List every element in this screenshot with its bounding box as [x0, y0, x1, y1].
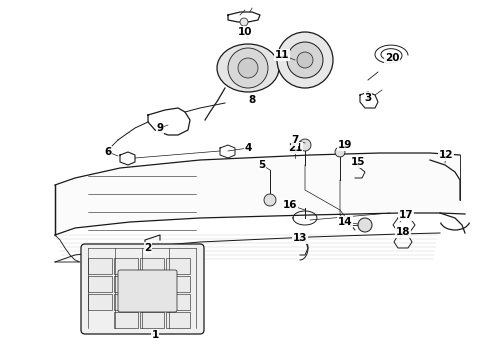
Text: 20: 20	[385, 53, 399, 63]
Bar	[166, 258, 190, 274]
Circle shape	[228, 48, 268, 88]
Text: 11: 11	[275, 50, 289, 60]
Bar	[88, 276, 112, 292]
Bar	[114, 276, 138, 292]
Text: 10: 10	[238, 27, 252, 37]
Circle shape	[290, 143, 300, 153]
Text: 16: 16	[283, 200, 297, 210]
Circle shape	[297, 52, 313, 68]
Text: 14: 14	[338, 217, 352, 227]
Text: 7: 7	[292, 135, 299, 145]
Text: 2: 2	[145, 243, 151, 253]
Bar	[114, 312, 138, 328]
Bar	[140, 312, 164, 328]
Text: 9: 9	[156, 123, 164, 133]
Bar	[140, 294, 164, 310]
FancyBboxPatch shape	[81, 244, 204, 334]
Polygon shape	[55, 153, 465, 235]
Bar	[166, 276, 190, 292]
Circle shape	[277, 32, 333, 88]
Circle shape	[238, 58, 258, 78]
Circle shape	[358, 218, 372, 232]
Bar	[166, 312, 190, 328]
Circle shape	[264, 194, 276, 206]
Bar	[140, 276, 164, 292]
Ellipse shape	[217, 44, 279, 92]
Text: 17: 17	[399, 210, 413, 220]
Bar	[88, 258, 112, 274]
Text: 6: 6	[104, 147, 112, 157]
Text: 12: 12	[439, 150, 453, 160]
Bar	[114, 258, 138, 274]
Text: 19: 19	[338, 140, 352, 150]
Text: 18: 18	[396, 227, 410, 237]
Text: 8: 8	[248, 95, 256, 105]
Text: 21: 21	[288, 143, 302, 153]
Text: 3: 3	[365, 93, 371, 103]
FancyBboxPatch shape	[118, 270, 177, 312]
Text: 5: 5	[258, 160, 266, 170]
Circle shape	[287, 42, 323, 78]
Text: 15: 15	[351, 157, 365, 167]
Bar	[140, 258, 164, 274]
Circle shape	[299, 139, 311, 151]
Text: 4: 4	[245, 143, 252, 153]
Circle shape	[240, 18, 248, 26]
Bar	[88, 294, 112, 310]
Bar	[114, 294, 138, 310]
Circle shape	[335, 147, 345, 157]
Bar	[166, 294, 190, 310]
Text: 1: 1	[151, 330, 159, 340]
Text: 13: 13	[293, 233, 307, 243]
